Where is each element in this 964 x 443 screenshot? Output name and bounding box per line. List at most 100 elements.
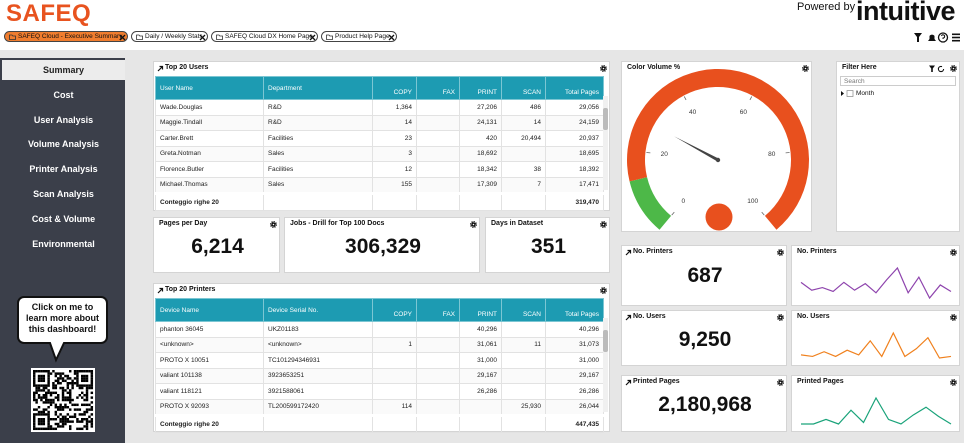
column-header[interactable]: PRINT — [459, 76, 502, 100]
help-graphic[interactable] — [0, 290, 125, 440]
panel-title: Top 20 Printers — [165, 286, 216, 293]
qr-module — [69, 370, 72, 373]
folder-shape — [326, 34, 333, 40]
filter-label[interactable]: Month — [856, 90, 875, 97]
settings-icon[interactable] — [950, 249, 957, 256]
expand-toggle[interactable] — [840, 90, 856, 98]
refresh-icon — [937, 65, 945, 73]
column-header[interactable]: FAX — [416, 298, 460, 322]
settings-icon[interactable] — [950, 65, 957, 72]
settings-icon[interactable] — [802, 65, 809, 72]
menu-label[interactable]: User Analysis — [33, 114, 94, 125]
settings-icon[interactable] — [600, 221, 607, 228]
qr-module — [54, 379, 58, 383]
tab-close[interactable] — [309, 34, 316, 40]
menu-icon[interactable] — [952, 36, 960, 39]
menu-item[interactable]: Volume Analysis — [2, 134, 125, 154]
settings-icon[interactable] — [600, 65, 607, 72]
qr-module — [61, 425, 65, 428]
qr-module — [49, 391, 53, 395]
bell-icon[interactable] — [928, 34, 936, 41]
column-header[interactable]: COPY — [372, 298, 417, 322]
qr-module — [47, 382, 50, 385]
column-header[interactable]: SCAN — [501, 76, 546, 100]
help-icon[interactable] — [937, 32, 949, 43]
search-placeholder[interactable]: Search — [844, 78, 865, 85]
column-header[interactable]: FAX — [416, 76, 460, 100]
menu-label[interactable]: Cost & Volume — [31, 213, 96, 224]
tab-label[interactable]: Daily / Weekly Stats — [145, 33, 203, 40]
table-cell: 29,056 — [545, 99, 604, 116]
menu-item[interactable]: Summary — [2, 60, 125, 80]
menu-item[interactable]: Cost — [2, 85, 125, 105]
filter-tools[interactable] — [929, 65, 951, 73]
qr-module — [61, 422, 65, 426]
column-header[interactable]: PRINT — [459, 298, 502, 322]
panel: No. Printers 687 — [621, 245, 787, 306]
settings-icon[interactable] — [270, 221, 277, 228]
menu-item[interactable]: Environmental — [2, 234, 125, 254]
table-cell — [501, 352, 546, 369]
column-header[interactable]: Device Name — [155, 298, 264, 322]
menu-label[interactable]: Scan Analysis — [33, 189, 94, 199]
menu-label[interactable]: Environmental — [32, 238, 95, 249]
settings-icon[interactable] — [777, 249, 784, 256]
tab-label[interactable]: SAFEQ Cloud DX Home Page — [225, 33, 313, 40]
table-cell: 1,364 — [372, 99, 417, 116]
toolbar-icons[interactable] — [912, 31, 964, 44]
help-mark — [941, 34, 946, 39]
tab[interactable]: SAFEQ Cloud DX Home Page — [211, 31, 318, 42]
table-cell: 23 — [372, 130, 417, 147]
tab[interactable]: SAFEQ Cloud - Executive Summary — [4, 31, 128, 42]
gear-hole — [952, 251, 955, 254]
settings-icon[interactable] — [470, 221, 477, 228]
tab-label[interactable]: SAFEQ Cloud - Executive Summary — [18, 33, 123, 40]
tab-close[interactable] — [119, 34, 126, 40]
settings-icon[interactable] — [777, 379, 784, 386]
tab-close[interactable] — [199, 34, 206, 40]
column-header[interactable]: Total Pages — [545, 76, 604, 100]
scroll-thumb[interactable] — [603, 330, 608, 352]
menu-label[interactable]: Cost — [53, 89, 74, 100]
menu-label[interactable]: Volume Analysis — [27, 139, 100, 150]
column-header[interactable]: COPY — [372, 76, 417, 100]
menu-item[interactable]: Printer Analysis — [2, 159, 125, 179]
menu-item[interactable]: Scan Analysis — [2, 184, 125, 204]
tab[interactable]: Product Help Page — [321, 31, 397, 42]
column-header[interactable]: Total Pages — [545, 298, 604, 322]
menu-item[interactable]: Cost & Volume — [2, 209, 125, 229]
qr-module — [54, 384, 58, 387]
filter-icon[interactable] — [914, 33, 922, 42]
qr-module — [88, 420, 91, 423]
column-header[interactable]: SCAN — [501, 298, 546, 322]
qr-module — [81, 403, 84, 407]
tab-label[interactable]: Product Help Page — [335, 33, 390, 40]
qr-module — [49, 418, 53, 421]
scroll-thumb[interactable] — [603, 108, 608, 130]
qr-module — [90, 382, 94, 385]
qr-module — [33, 372, 36, 375]
qr-module — [49, 401, 53, 404]
column-header[interactable]: Department — [263, 76, 373, 100]
qr-module — [42, 384, 46, 387]
help-callout[interactable]: Click on me to learn more about this das… — [25, 302, 99, 334]
tab-close[interactable] — [388, 34, 395, 40]
menu-icon[interactable] — [952, 33, 960, 36]
filter-item[interactable]: Month — [840, 89, 950, 98]
settings-icon[interactable] — [950, 314, 957, 321]
settings-icon[interactable] — [600, 287, 607, 294]
menu-label[interactable]: Summary — [42, 65, 85, 75]
tab[interactable]: Daily / Weekly Stats — [131, 31, 208, 42]
menu-icon[interactable] — [952, 39, 960, 42]
column-header[interactable]: Device Serial No. — [263, 298, 373, 322]
qr-module — [83, 413, 86, 416]
settings-icon[interactable] — [777, 314, 784, 321]
search-box[interactable]: Search — [840, 76, 956, 86]
menu-label[interactable]: Printer Analysis — [29, 164, 98, 175]
table-row: Michael.Thomas Sales 155 17,309 7 17,471 — [155, 176, 604, 194]
column-header[interactable]: User Name — [155, 76, 264, 100]
qr-module — [47, 391, 50, 395]
settings-icon[interactable] — [950, 379, 957, 386]
speech-bubble[interactable] — [17, 296, 108, 363]
menu-item[interactable]: User Analysis — [2, 110, 125, 130]
